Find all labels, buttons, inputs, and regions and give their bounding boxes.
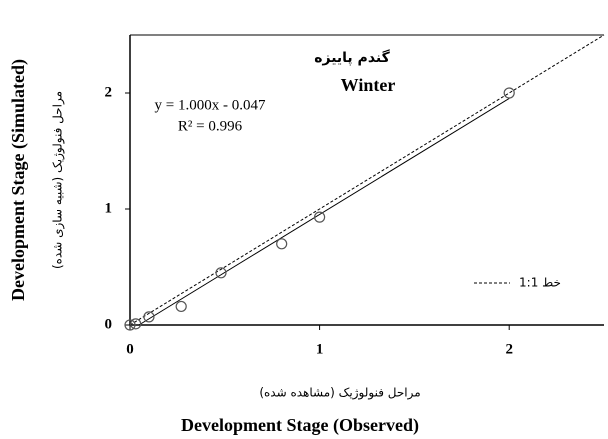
fit-line [138, 98, 510, 326]
x-label: Development Stage (Observed) [181, 415, 419, 436]
point [175, 300, 187, 313]
point [314, 211, 326, 223]
point [503, 87, 515, 99]
equation: y = 1.000x - 0.047 [155, 97, 266, 113]
y-tick-label: 0 [105, 316, 113, 332]
y-label: Development Stage (Simulated) [8, 59, 29, 301]
point [276, 238, 288, 250]
point [124, 319, 136, 331]
legend-label: خط 1:1 [519, 276, 561, 290]
point [143, 311, 155, 323]
x-label-fa: مراحل فنولوژیک (مشاهده شده) [259, 386, 420, 401]
x-tick-label: 0 [126, 341, 134, 357]
y-tick-label: 2 [105, 84, 113, 100]
y-tick-label: 1 [105, 200, 113, 216]
y-label-fa: مراحل فنولوژیک (شبیه سازی شده) [51, 91, 66, 269]
point [215, 267, 227, 279]
one-to-one-line [129, 34, 605, 326]
title-fa: گندم پاییزه [314, 49, 390, 66]
x-tick-label: 2 [505, 341, 513, 357]
point [130, 318, 142, 330]
chart-title: Winter [341, 75, 396, 95]
r-squared: R² = 0.996 [178, 118, 243, 134]
x-tick-label: 1 [316, 341, 324, 357]
